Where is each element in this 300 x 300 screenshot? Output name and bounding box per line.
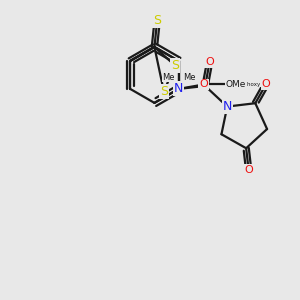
Text: O: O	[205, 57, 214, 68]
Text: Me: Me	[162, 73, 175, 82]
Text: methoxy: methoxy	[236, 82, 260, 87]
Text: S: S	[160, 85, 168, 98]
Text: S: S	[171, 59, 179, 72]
Text: OMe: OMe	[226, 80, 246, 89]
Text: N: N	[174, 82, 183, 95]
Text: O: O	[262, 79, 271, 89]
Text: O: O	[199, 80, 208, 89]
Text: O: O	[244, 165, 253, 175]
Text: N: N	[223, 100, 232, 113]
Text: S: S	[153, 14, 161, 27]
Text: Me: Me	[183, 73, 195, 82]
